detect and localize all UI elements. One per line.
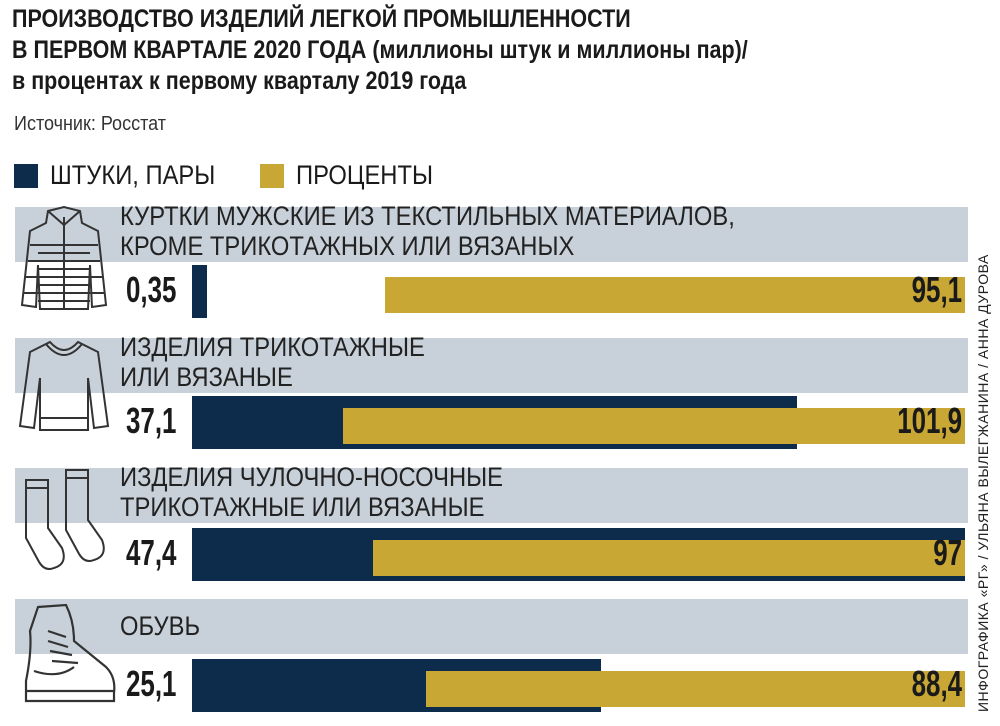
value-label-percent: 95,1 (911, 269, 962, 310)
legend-swatch-percent (259, 163, 284, 188)
bar-units (192, 265, 207, 318)
category-label-line: ИЗДЕЛИЯ ТРИКОТАЖНЫЕ (120, 332, 425, 362)
category-band (15, 207, 968, 262)
legend: ШТУКИ, ПАРЫ ПРОЦЕНТЫ (14, 160, 466, 191)
category-label-line: КУРТКИ МУЖСКИЕ ИЗ ТЕКСТИЛЬНЫХ МАТЕРИАЛОВ… (120, 201, 735, 231)
bar-percent (384, 277, 965, 313)
category-band (15, 468, 968, 523)
category-band (15, 599, 968, 654)
value-label-percent: 97 (933, 532, 962, 573)
legend-label-percent: ПРОЦЕНТЫ (295, 160, 433, 190)
category-label-line: ИЛИ ВЯЗАНЫЕ (120, 362, 293, 392)
bar-percent (373, 540, 965, 576)
bar-percent (343, 408, 965, 444)
value-label-units: 25,1 (126, 663, 177, 704)
chart-title: ПРОИЗВОДСТВО ИЗДЕЛИЙ ЛЕГКОЙ ПРОМЫШЛЕННОС… (12, 4, 748, 97)
value-label-percent: 88,4 (911, 663, 962, 704)
category-band (15, 338, 968, 393)
category-label: ОБУВЬ (120, 611, 200, 641)
title-line: ПРОИЗВОДСТВО ИЗДЕЛИЙ ЛЕГКОЙ ПРОМЫШЛЕННОС… (12, 5, 631, 33)
socks-icon (18, 468, 110, 583)
sweater-icon (18, 338, 110, 439)
value-label-percent: 101,9 (897, 400, 962, 441)
legend-swatch-units (14, 163, 38, 188)
category-label-line: ОБУВЬ (120, 611, 201, 641)
bar-percent (425, 671, 965, 707)
jacket-icon (18, 205, 110, 320)
boot-icon (18, 601, 118, 716)
category-label-line: ИЗДЕЛИЯ ЧУЛОЧНО-НОСОЧНЫЕ (120, 462, 503, 492)
category-label: ИЗДЕЛИЯ ЧУЛОЧНО-НОСОЧНЫЕ ТРИКОТАЖНЫЕ ИЛИ … (120, 462, 503, 522)
category-label: КУРТКИ МУЖСКИЕ ИЗ ТЕКСТИЛЬНЫХ МАТЕРИАЛОВ… (120, 201, 735, 261)
source: Источник: Росстат (14, 113, 166, 135)
title-line: В ПЕРВОМ КВАРТАЛЕ 2020 ГОДА (миллионы шт… (12, 36, 748, 64)
legend-label-units: ШТУКИ, ПАРЫ (50, 160, 216, 190)
title-line: в процентах к первому кварталу 2019 года (12, 67, 467, 95)
value-label-units: 37,1 (126, 400, 177, 441)
category-label-line: КРОМЕ ТРИКОТАЖНЫХ ИЛИ ВЯЗАНЫХ (120, 231, 575, 261)
value-label-units: 0,35 (126, 269, 177, 310)
category-label-line: ТРИКОТАЖНЫЕ ИЛИ ВЯЗАНЫЕ (120, 492, 485, 522)
value-label-units: 47,4 (126, 532, 177, 573)
category-label: ИЗДЕЛИЯ ТРИКОТАЖНЫЕ ИЛИ ВЯЗАНЫЕ (120, 332, 425, 392)
credit: ИНФОГРАФИКА «РГ» / УЛЬЯНА ВЫЛЕГЖАНИНА / … (975, 254, 991, 712)
